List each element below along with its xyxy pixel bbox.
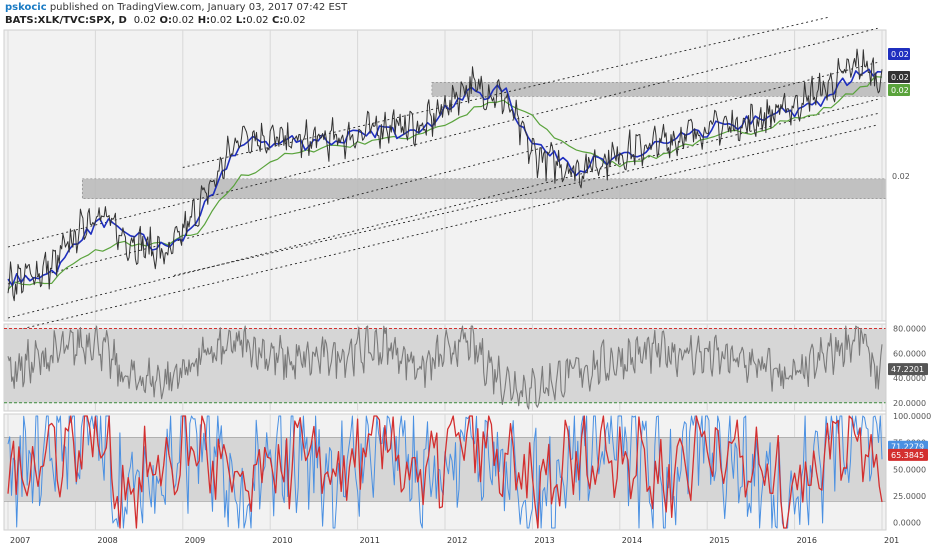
low-label: L: bbox=[235, 15, 247, 26]
open-value: 0.02 bbox=[172, 15, 195, 26]
rsi-tick-label: 40.0000 bbox=[893, 374, 926, 383]
ma-slow-line bbox=[7, 76, 883, 291]
price-tick-label: 0.02 bbox=[892, 172, 910, 181]
price-line bbox=[7, 48, 883, 302]
rsi-badge-bg bbox=[888, 363, 928, 376]
x-tick-label: 2016 bbox=[797, 536, 817, 545]
price-badge-ma-fast: 0.02 bbox=[891, 50, 909, 59]
symbol-name[interactable]: BATS:XLK/TVC:SPX, D bbox=[5, 15, 127, 26]
stoch-k-badge: 71.2279 bbox=[891, 443, 924, 452]
x-axis: 2007 2008 2009 2010 2011 2012 2013 2014 2015 2016… bbox=[10, 536, 899, 545]
x-tick-label: 2010 bbox=[272, 536, 292, 545]
y-axis: 0.02 80.0000 60.0000 40.0000 20.0000 100.0000… bbox=[885, 30, 931, 530]
close-label: C: bbox=[272, 15, 284, 26]
price-badge-close: 0.02 bbox=[891, 73, 909, 82]
stoch-d-line bbox=[7, 415, 883, 529]
rsi-badge: 47.2201 bbox=[891, 365, 924, 374]
zones bbox=[81, 81, 887, 200]
trend-channel-line bbox=[7, 124, 878, 333]
ma-fast-line bbox=[7, 68, 883, 287]
rsi-tick-label: 20.0000 bbox=[893, 399, 926, 408]
trend-channels bbox=[7, 16, 878, 333]
x-tick-label: 2011 bbox=[360, 536, 380, 545]
stoch-tick-label: 100.0000 bbox=[893, 412, 931, 421]
author-link[interactable]: pskocic bbox=[5, 2, 47, 13]
open-label: O: bbox=[159, 15, 173, 26]
x-tick-label: 2015 bbox=[709, 536, 729, 545]
publish-text: published on TradingView.com, January 03… bbox=[46, 2, 348, 13]
stoch-tick-label: 25.0000 bbox=[893, 492, 926, 501]
publish-info: pskocic published on TradingView.com, Ja… bbox=[5, 2, 347, 14]
high-value: 0.02 bbox=[210, 15, 233, 26]
stoch-tick-label: 0.0000 bbox=[893, 519, 921, 528]
low-value: 0.02 bbox=[246, 15, 269, 26]
trend-channel-line bbox=[173, 113, 878, 276]
x-tick-label: 2014 bbox=[622, 536, 642, 545]
symbol-value: 0.02 bbox=[133, 15, 157, 26]
x-tick-label: 2008 bbox=[97, 536, 117, 545]
close-value: 0.02 bbox=[283, 15, 306, 26]
rsi-tick-label: 60.0000 bbox=[893, 349, 926, 358]
series bbox=[7, 48, 883, 529]
price-badge-ma-slow: 0.02 bbox=[891, 86, 909, 95]
price-badge-ma-fast-bg bbox=[888, 48, 910, 60]
rsi-tick-label: 80.0000 bbox=[893, 324, 926, 333]
symbol-legend: BATS:XLK/TVC:SPX, D 0.02 O:0.02 H:0.02 L… bbox=[5, 15, 306, 27]
trend-channel-line bbox=[182, 16, 830, 168]
stoch-d-badge: 65.3845 bbox=[891, 451, 924, 460]
price-badge-close-bg bbox=[888, 71, 910, 83]
x-tick-label: 2013 bbox=[534, 536, 554, 545]
rsi-line bbox=[7, 325, 883, 410]
stoch-tick-label: 50.0000 bbox=[893, 465, 926, 474]
high-label: H: bbox=[197, 15, 211, 26]
x-tick-label: 2012 bbox=[447, 536, 467, 545]
x-tick-label: 201 bbox=[884, 536, 899, 545]
x-tick-label: 2007 bbox=[10, 536, 30, 545]
price-badge-ma-slow-bg bbox=[888, 84, 910, 96]
x-tick-label: 2009 bbox=[185, 536, 205, 545]
stoch-d-badge-bg bbox=[888, 448, 928, 461]
